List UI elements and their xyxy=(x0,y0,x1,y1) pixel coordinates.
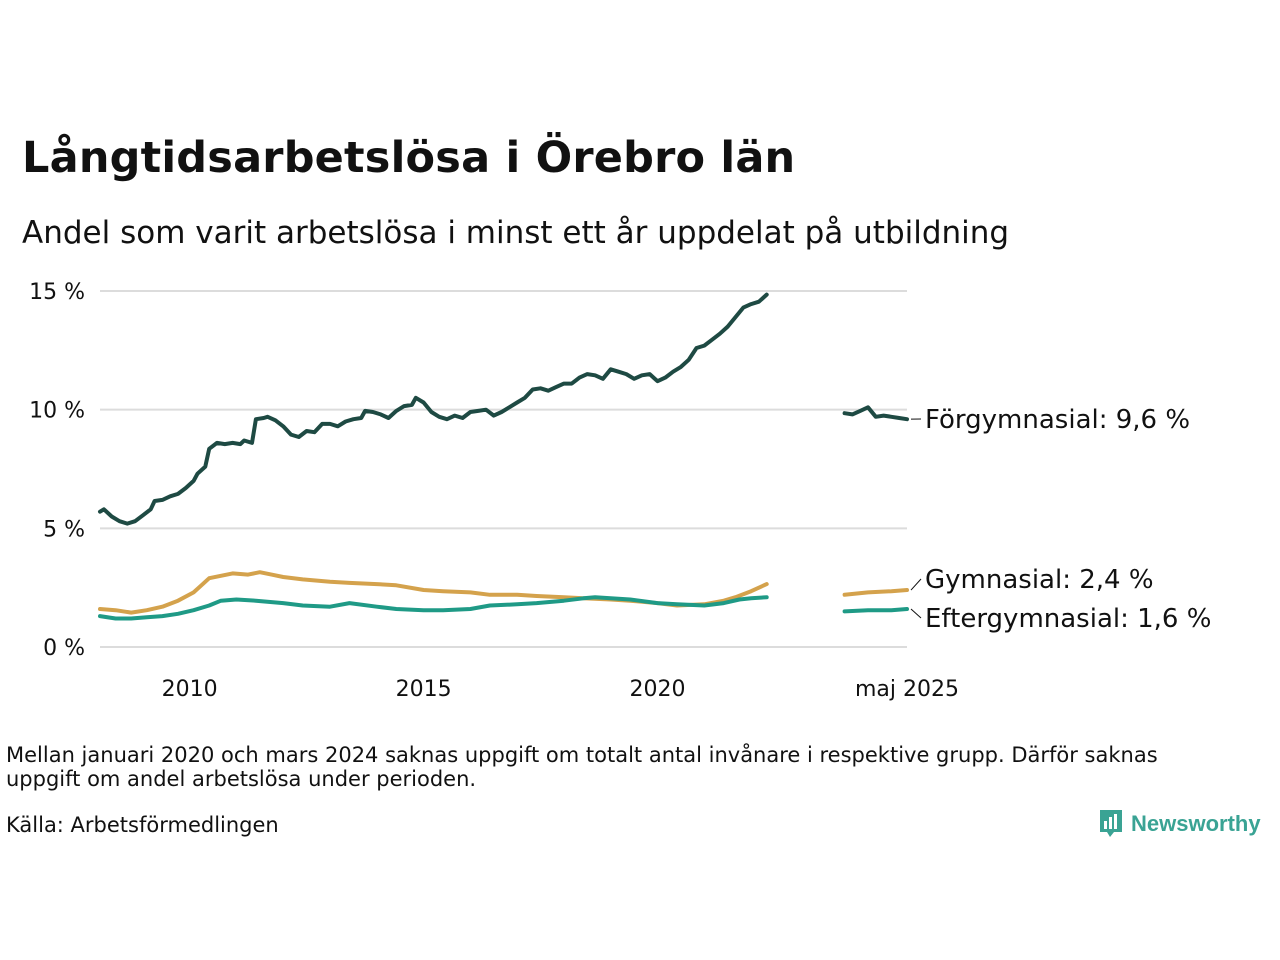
label-connector xyxy=(910,608,922,619)
x-tick-label: 2020 xyxy=(629,677,685,702)
source-text: Källa: Arbetsförmedlingen xyxy=(6,813,279,837)
y-tick-label: 5 % xyxy=(43,517,85,542)
brand-name: Newsworthy xyxy=(1131,811,1261,836)
page-title: Långtidsarbetslösa i Örebro län xyxy=(22,133,796,183)
series-line-eftergymnasial xyxy=(98,595,769,621)
bar-chart-icon xyxy=(1100,810,1122,837)
label-layer: Förgymnasial: 9,6 % Gymnasial: 2,4 % Efter… xyxy=(910,405,1211,634)
x-tick-label: maj 2025 xyxy=(855,677,959,702)
series-label: Gymnasial: 2,4 % xyxy=(925,565,1154,595)
x-tick-label: 2010 xyxy=(162,677,218,702)
label-connector xyxy=(910,578,922,591)
page-subtitle: Andel som varit arbetslösa i minst ett å… xyxy=(22,215,1010,251)
series-line-förgymnasial xyxy=(98,292,769,526)
series-layer xyxy=(98,292,909,621)
series-line-eftergymnasial xyxy=(842,607,909,614)
newsworthy-logo: Newsworthy xyxy=(1098,808,1261,840)
y-tick-label: 10 % xyxy=(29,399,85,424)
y-tick-label: 0 % xyxy=(43,636,85,661)
axis-layer: 0 % 5 % 10 % 15 % 2010 2015 2020 maj 2025 xyxy=(29,280,959,702)
y-tick-label: 15 % xyxy=(29,280,85,305)
series-line-gymnasial xyxy=(842,588,909,597)
x-tick-label: 2015 xyxy=(396,677,452,702)
series-label: Förgymnasial: 9,6 % xyxy=(925,405,1190,435)
series-line-förgymnasial xyxy=(842,405,909,422)
series-label: Eftergymnasial: 1,6 % xyxy=(925,604,1211,634)
footnote: Mellan januari 2020 och mars 2024 saknas… xyxy=(6,743,1158,791)
